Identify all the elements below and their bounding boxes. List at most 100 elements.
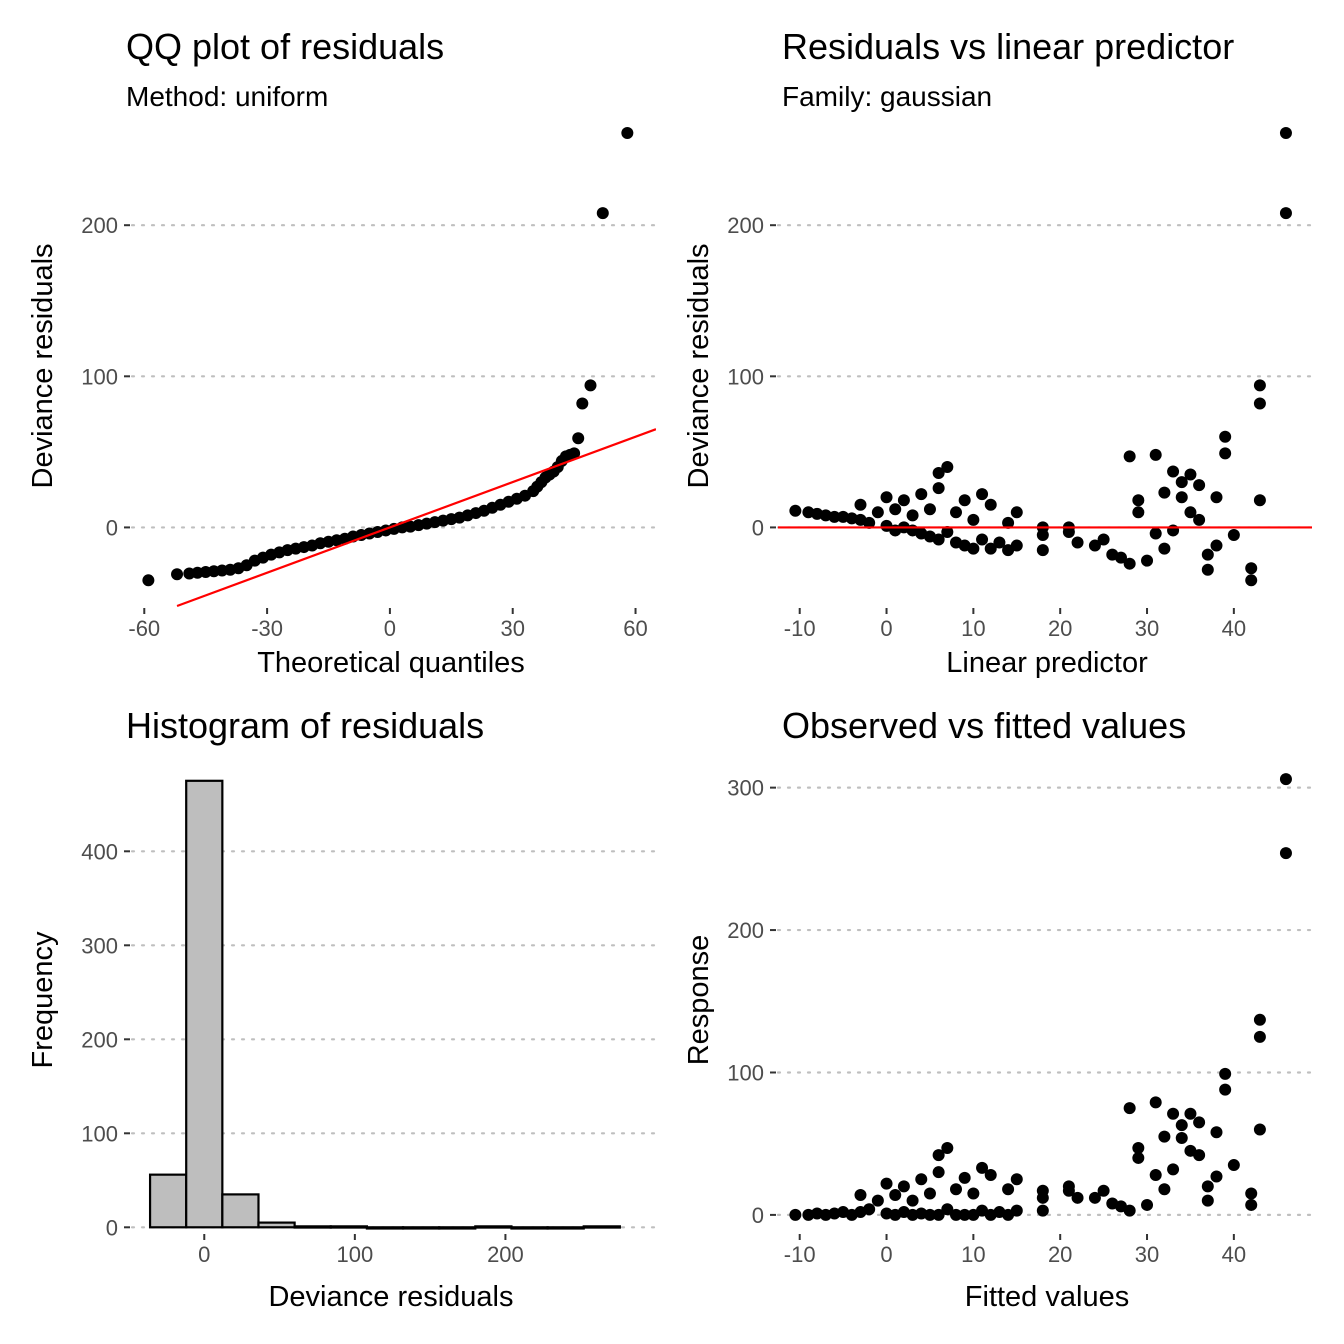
histogram-bar xyxy=(257,1221,296,1229)
observed-vs-fitted-point xyxy=(1193,1149,1206,1162)
residuals-vs-predictor-point xyxy=(1123,557,1136,570)
qq-plot-y-tick-label: 0 xyxy=(106,515,118,540)
observed-vs-fitted-point xyxy=(871,1194,884,1207)
observed-vs-fitted-point xyxy=(1175,1119,1188,1132)
histogram-x-tick-label: 0 xyxy=(198,1242,210,1267)
qq-plot-y-tick-label: 100 xyxy=(81,364,118,389)
observed-vs-fitted-y-tick-label: 300 xyxy=(727,776,764,801)
residuals-vs-predictor-point xyxy=(1227,528,1240,541)
observed-vs-fitted-point xyxy=(984,1169,997,1182)
residuals-vs-predictor-point xyxy=(1253,379,1266,392)
histogram-bar xyxy=(510,1226,549,1230)
observed-vs-fitted-title: Observed vs fitted values xyxy=(782,705,1186,746)
residuals-vs-predictor-axes: 0 100 200 -10 0 10 20 30 40 xyxy=(727,213,1246,641)
residuals-vs-predictor-point xyxy=(880,491,893,504)
observed-vs-fitted-point xyxy=(1279,773,1292,786)
observed-vs-fitted-point xyxy=(1219,1067,1232,1080)
observed-vs-fitted-point xyxy=(1167,1107,1180,1120)
residuals-vs-predictor-point xyxy=(984,542,997,555)
observed-vs-fitted-x-tick-label: 30 xyxy=(1135,1242,1159,1267)
residuals-vs-predictor-point xyxy=(1123,450,1136,463)
observed-vs-fitted-x-tick-label: -10 xyxy=(784,1242,816,1267)
observed-vs-fitted-point xyxy=(1141,1198,1154,1211)
residuals-vs-predictor-point xyxy=(1149,527,1162,540)
residuals-vs-predictor-point xyxy=(1245,562,1258,575)
observed-vs-fitted-point xyxy=(1210,1126,1223,1139)
qq-plot-x-tick-label: -60 xyxy=(128,616,160,641)
histogram-bar xyxy=(221,1193,260,1229)
residuals-vs-predictor-point xyxy=(1219,447,1232,460)
histogram-bar xyxy=(329,1225,368,1229)
residuals-vs-predictor-point xyxy=(1175,476,1188,489)
residuals-vs-predictor-point xyxy=(958,494,971,507)
residuals-vs-predictor-point xyxy=(854,498,867,511)
observed-vs-fitted-point xyxy=(1149,1096,1162,1109)
observed-vs-fitted-point xyxy=(1036,1204,1049,1217)
residuals-vs-predictor-point xyxy=(1158,542,1171,555)
residuals-vs-predictor-point xyxy=(1167,524,1180,537)
qq-plot-marks xyxy=(142,127,656,608)
residuals-vs-predictor-point xyxy=(1201,563,1214,576)
residuals-vs-predictor-point xyxy=(1114,551,1127,564)
residuals-vs-predictor-point xyxy=(1279,127,1292,140)
qq-plot-x-tick-label: 30 xyxy=(500,616,524,641)
histogram-y-axis-title: Frequency xyxy=(27,931,59,1069)
qq-plot-point xyxy=(572,432,585,445)
qq-plot-axes: 0 100 200 -60 -30 0 30 60 xyxy=(81,213,647,641)
residuals-vs-predictor-x-tick-label: 40 xyxy=(1222,616,1246,641)
observed-vs-fitted-point xyxy=(1253,1030,1266,1043)
residuals-vs-predictor-point xyxy=(1253,494,1266,507)
observed-vs-fitted-point xyxy=(1071,1191,1084,1204)
histogram-bar xyxy=(185,779,224,1229)
residuals-vs-predictor-point xyxy=(932,482,945,495)
observed-vs-fitted-point xyxy=(1062,1180,1075,1193)
histogram-x-axis-title: Deviance residuals xyxy=(268,1281,513,1313)
residuals-vs-predictor-point xyxy=(1036,544,1049,557)
observed-vs-fitted-point xyxy=(863,1203,876,1216)
qq-plot-x-axis-title: Theoretical quantiles xyxy=(257,647,525,679)
residuals-vs-predictor-point xyxy=(1149,448,1162,461)
observed-vs-fitted-point xyxy=(1253,1013,1266,1026)
residuals-vs-predictor-point xyxy=(915,488,928,501)
observed-vs-fitted-point xyxy=(880,1177,893,1190)
observed-vs-fitted-point xyxy=(923,1187,936,1200)
observed-vs-fitted-point xyxy=(1010,1204,1023,1217)
residuals-vs-predictor-point xyxy=(1184,506,1197,519)
observed-vs-fitted-point xyxy=(941,1203,954,1216)
residuals-vs-predictor-point xyxy=(1132,494,1145,507)
residuals-vs-predictor-point xyxy=(1253,397,1266,410)
residuals-vs-predictor-point xyxy=(1071,536,1084,549)
observed-vs-fitted-point xyxy=(1227,1159,1240,1172)
residuals-vs-predictor-y-tick-label: 0 xyxy=(752,515,764,540)
residuals-vs-predictor-panel: Residuals vs linear predictor Family: ga… xyxy=(683,26,1314,679)
qq-plot-reference-line xyxy=(176,428,656,608)
residuals-vs-predictor-point xyxy=(1175,491,1188,504)
observed-vs-fitted-marks xyxy=(789,773,1292,1221)
residuals-vs-predictor-x-tick-label: -10 xyxy=(784,616,816,641)
residuals-vs-predictor-point xyxy=(828,510,841,523)
observed-vs-fitted-point xyxy=(967,1187,980,1200)
observed-vs-fitted-y-tick-label: 100 xyxy=(727,1060,764,1085)
observed-vs-fitted-point xyxy=(958,1171,971,1184)
observed-vs-fitted-point xyxy=(1201,1180,1214,1193)
histogram-bar xyxy=(474,1225,513,1229)
observed-vs-fitted-panel: Observed vs fitted values Fitted values … xyxy=(683,705,1314,1313)
residuals-vs-predictor-point xyxy=(871,506,884,519)
residuals-vs-predictor-point xyxy=(789,504,802,517)
residuals-vs-predictor-point xyxy=(1010,506,1023,519)
residuals-vs-predictor-point xyxy=(923,503,936,516)
histogram-title: Histogram of residuals xyxy=(126,705,484,746)
residuals-vs-predictor-marks xyxy=(778,127,1312,587)
qq-plot-point xyxy=(568,447,581,460)
residuals-vs-predictor-y-axis-title: Deviance residuals xyxy=(683,243,715,488)
residuals-vs-predictor-point xyxy=(897,494,910,507)
histogram-bar xyxy=(365,1226,405,1230)
observed-vs-fitted-point xyxy=(1010,1173,1023,1186)
observed-vs-fitted-point xyxy=(1158,1183,1171,1196)
observed-vs-fitted-y-tick-label: 200 xyxy=(727,918,764,943)
observed-vs-fitted-point xyxy=(1158,1130,1171,1143)
residuals-vs-predictor-point xyxy=(1245,574,1258,587)
residuals-vs-predictor-point xyxy=(889,503,902,516)
histogram-y-tick-label: 300 xyxy=(81,933,118,958)
histogram-bar xyxy=(401,1226,441,1230)
